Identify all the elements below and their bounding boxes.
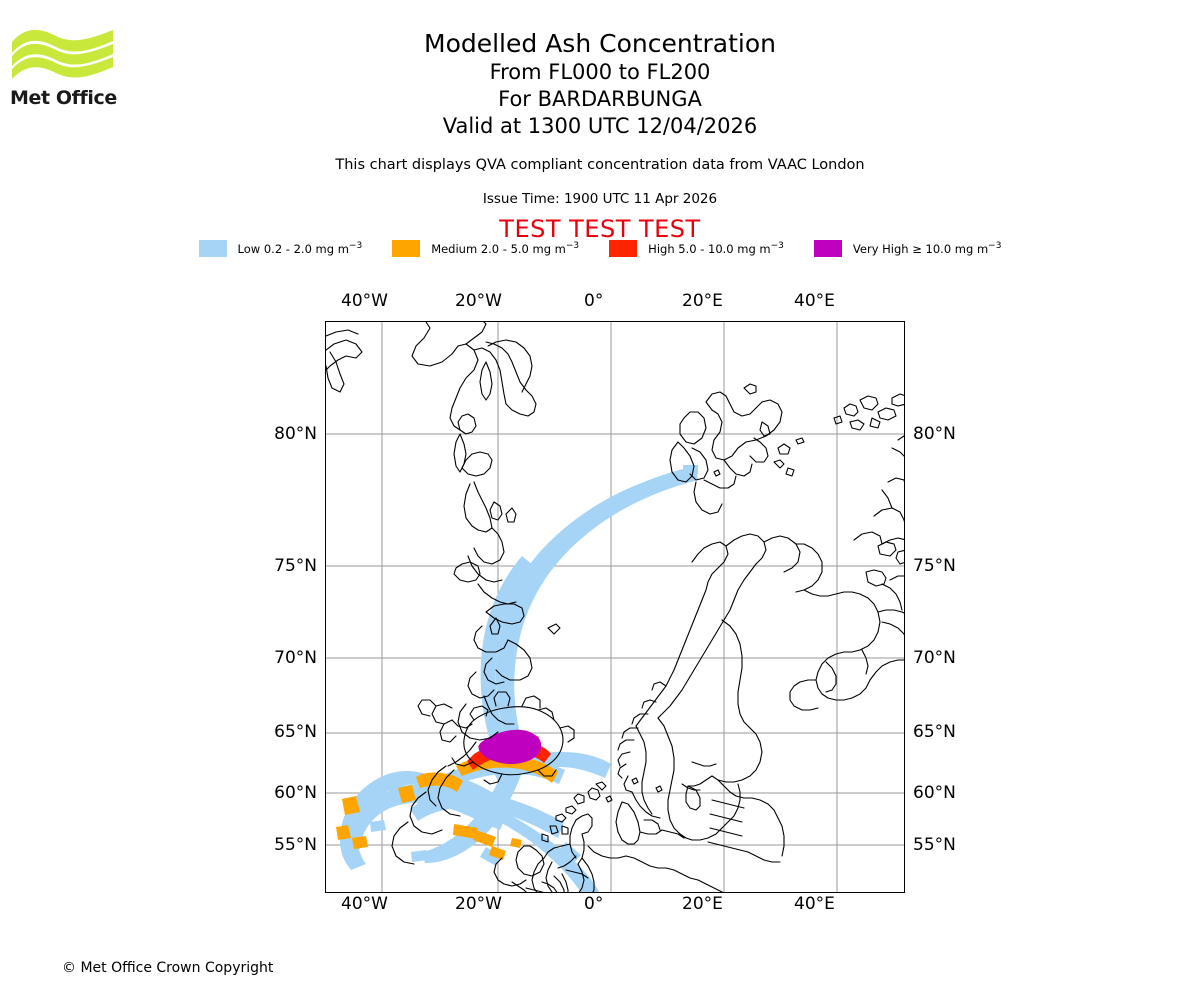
lat-label-left-1: 75°N [274,556,317,576]
lon-label-bottom-0: 40°W [341,894,388,914]
legend-label-low: Low 0.2 - 2.0 mg m−3 [237,241,363,256]
title-volcano: For BARDARBUNGA [498,87,702,111]
legend-label-very-high: Very High ≥ 10.0 mg m−3 [852,241,1002,256]
issue-time: Issue Time: 1900 UTC 11 Apr 2026 [482,191,718,207]
map-frame [325,321,905,893]
lat-label-left-2: 70°N [274,648,317,668]
lat-label-right-5: 55°N [913,835,956,855]
map-canvas [326,322,904,892]
legend-label-medium: Medium 2.0 - 5.0 mg m−3 [431,241,580,256]
lon-label-bottom-1: 20°W [455,894,502,914]
lat-label-right-3: 65°N [913,722,956,742]
lon-label-top-4: 40°E [794,291,835,311]
legend-swatch-medium [392,240,421,257]
logo-text: Met Office [10,87,117,109]
lon-label-bottom-4: 40°E [794,894,835,914]
ash-plume-medium [336,756,558,860]
lon-label-bottom-2: 0° [584,894,604,914]
coastlines [326,322,904,892]
lon-label-top-2: 0° [584,291,604,311]
ash-plume-low [340,465,698,892]
lat-label-left-0: 80°N [274,424,317,444]
lat-label-right-4: 60°N [913,783,956,803]
lat-label-left-4: 60°N [274,783,317,803]
title-block: Modelled Ash Concentration From FL000 to… [0,28,1200,140]
legend-label-high: High 5.0 - 10.0 mg m−3 [648,241,784,256]
test-banner: TEST TEST TEST [499,215,701,243]
ash-concentration-map [325,321,905,893]
legend-swatch-very-high [813,240,842,257]
wave-logo-icon [12,29,113,79]
lat-label-right-0: 80°N [913,424,956,444]
met-office-logo: Met Office [10,24,120,114]
lon-label-top-3: 20°E [682,291,723,311]
chart-subtitle: This chart displays QVA compliant concen… [335,157,865,173]
lat-label-right-1: 75°N [913,556,956,576]
lon-label-bottom-3: 20°E [682,894,723,914]
copyright-notice: © Met Office Crown Copyright [62,960,274,976]
page-title: Modelled Ash Concentration [424,29,776,58]
legend-high: High 5.0 - 10.0 mg m−3 [609,240,814,257]
ash-plume-very-high [478,729,542,765]
title-flight-levels: From FL000 to FL200 [489,60,711,84]
legend-very-high: Very High ≥ 10.0 mg m−3 [813,240,1002,257]
lon-label-top-1: 20°W [455,291,502,311]
legend-low: Low 0.2 - 2.0 mg m−3 [198,240,393,257]
lon-label-top-0: 40°W [341,291,388,311]
lat-label-right-2: 70°N [913,648,956,668]
legend-medium: Medium 2.0 - 5.0 mg m−3 [392,240,609,257]
concentration-legend: Low 0.2 - 2.0 mg m−3 Medium 2.0 - 5.0 mg… [0,240,1200,257]
lat-label-left-5: 55°N [274,835,317,855]
legend-swatch-high [609,240,638,257]
title-valid-time: Valid at 1300 UTC 12/04/2026 [442,114,758,138]
lat-label-left-3: 65°N [274,722,317,742]
legend-swatch-low [198,240,227,257]
